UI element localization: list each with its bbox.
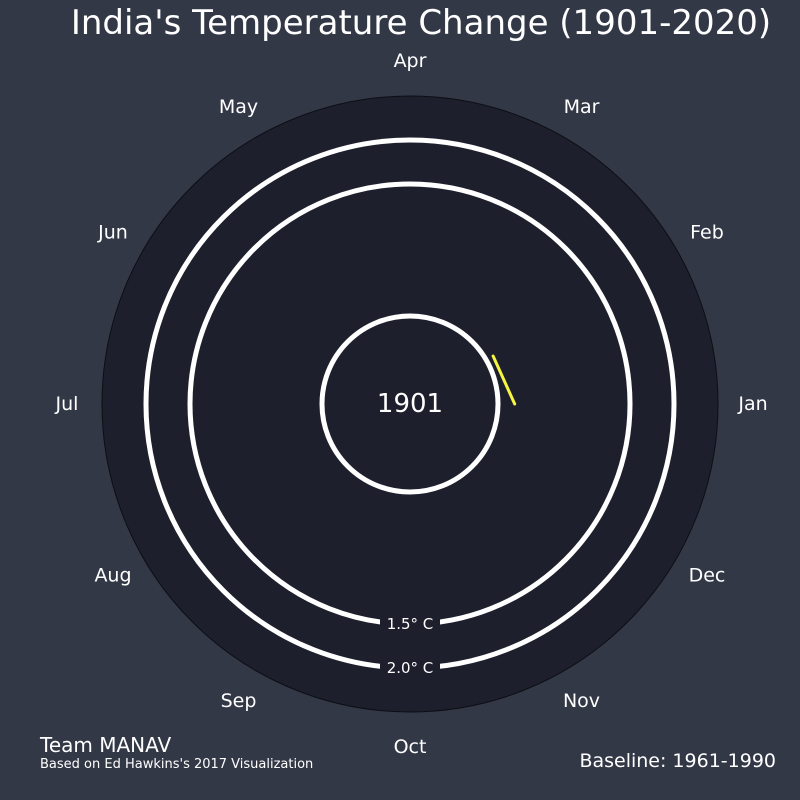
baseline-label: Baseline: 1961-1990 — [579, 750, 776, 772]
month-label-dec: Dec — [689, 565, 726, 587]
chart-title: India's Temperature Change (1901-2020) — [71, 3, 771, 43]
month-label-sep: Sep — [221, 690, 257, 712]
month-label-may: May — [219, 96, 258, 118]
footer-credits: Team MANAV Based on Ed Hawkins's 2017 Vi… — [40, 733, 313, 772]
month-label-jun: Jun — [97, 222, 128, 244]
month-label-mar: Mar — [564, 96, 600, 118]
reference-label-background — [380, 614, 440, 634]
month-label-feb: Feb — [690, 222, 724, 244]
reference-circle-0 — [319, 313, 501, 495]
reference-label-1-5: 1.5° C — [387, 615, 434, 633]
month-label-apr: Apr — [394, 50, 427, 72]
reference-label-background — [380, 658, 440, 678]
team-name: Team MANAV — [40, 733, 172, 757]
month-label-nov: Nov — [563, 690, 600, 712]
reference-circles: 1.5° C 2.0° C — [143, 137, 677, 678]
month-label-jul: Jul — [55, 393, 79, 415]
visualization-credit: Based on Ed Hawkins's 2017 Visualization — [40, 757, 314, 772]
month-label-oct: Oct — [394, 736, 427, 758]
reference-label-2: 2.0° C — [387, 659, 434, 677]
month-label-jan: Jan — [737, 393, 767, 415]
series-lines — [491, 354, 517, 406]
month-label-aug: Aug — [94, 565, 131, 587]
month-labels: Jan Feb Mar Apr May Jun Jul Aug Sep Oct Nov Dec — [55, 50, 768, 758]
series-line-1901 — [491, 354, 517, 406]
year-label: 1901 — [377, 389, 443, 419]
